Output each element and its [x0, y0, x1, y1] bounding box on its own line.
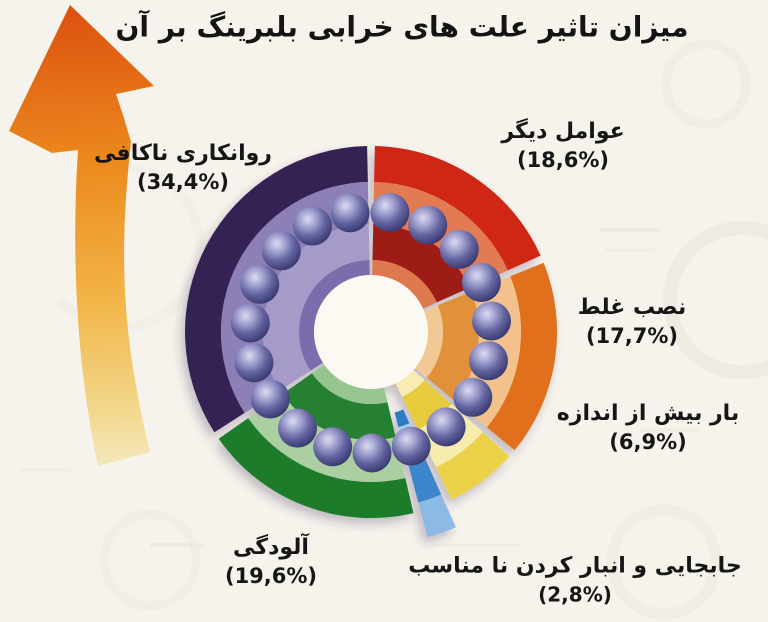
segment-label: جابجایی و انبار کردن نا مناسب [408, 553, 742, 579]
bearing-ball [293, 206, 332, 246]
segment-band [415, 305, 443, 378]
segment-value: (6,9%) [609, 429, 687, 454]
bearing-donut-chart [185, 146, 558, 538]
bearing-ball [261, 231, 301, 271]
bearing-ball [234, 343, 274, 383]
segment-band [486, 262, 558, 451]
growth-arrow [9, 5, 154, 466]
segment-band [372, 260, 437, 309]
segment-band [282, 373, 396, 440]
bearing-ball [230, 303, 270, 343]
bearing-ball [250, 379, 290, 419]
bearing-ball [278, 408, 317, 448]
chart-title: میزان تاثیر علت های خرابی بلبرینگ بر آن [115, 10, 689, 44]
segment-value: (19,6%) [224, 563, 318, 588]
bearing-ball [408, 205, 448, 245]
label-contamination: آلودگی (19,6%) [225, 534, 317, 590]
segment-band [402, 380, 452, 430]
segment-label: عوامل دیگر [501, 119, 625, 145]
segment-value: (2,8%) [538, 582, 612, 607]
segment-label: نصب غلط [577, 295, 687, 321]
segment-band [372, 224, 470, 303]
segment-band [374, 146, 541, 271]
segment-band [312, 364, 388, 404]
segment-band [418, 494, 456, 538]
bearing-ball [461, 263, 501, 302]
segment-label: روانکاری ناکافی [94, 141, 272, 167]
segment-band [426, 291, 479, 401]
label-improper-handling-storage: جابجایی و انبار کردن نا مناسب (2,8%) [408, 553, 742, 608]
label-insufficient-lubrication: روانکاری ناکافی (34,4%) [94, 140, 272, 196]
bearing-ball [391, 426, 431, 466]
segment-label: بار بیش از اندازه [556, 401, 740, 427]
bearing-ball [453, 377, 493, 417]
label-wrong-installation: نصب غلط (17,7%) [578, 294, 686, 350]
bearing-ball [469, 341, 508, 381]
segment-band [436, 432, 510, 500]
segment-band [218, 418, 414, 519]
segment-value: (18,6%) [516, 147, 610, 172]
bearing-center-bore [314, 275, 428, 389]
segment-band [185, 146, 368, 433]
segment-value: (34,4%) [136, 169, 230, 194]
bearing-ball [439, 229, 479, 269]
bearing-ball [313, 427, 353, 467]
segment-label: آلودگی [233, 535, 309, 561]
segment-band [299, 260, 370, 371]
bearing-ball [472, 301, 511, 341]
segment-band [407, 456, 442, 503]
segment-band [395, 370, 425, 397]
label-overload: بار بیش از اندازه (6,9%) [557, 400, 739, 456]
bearing-ball [352, 433, 392, 473]
bearing-ball [330, 193, 370, 233]
segment-value: (17,7%) [585, 323, 679, 348]
bearing-ball [370, 193, 410, 232]
segment-band [394, 409, 410, 428]
bearing-ball [426, 407, 466, 447]
bearing-ball [240, 264, 280, 304]
label-other-factors: عوامل دیگر (18,6%) [501, 118, 624, 174]
